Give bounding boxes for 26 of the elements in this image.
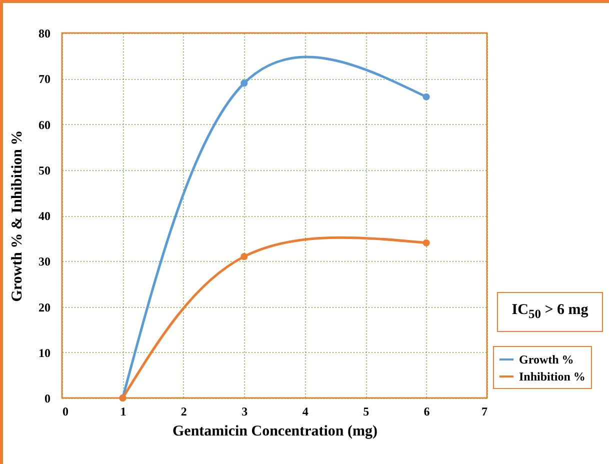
text: IC$_{50}$ > 6 mg xyxy=(512,302,588,322)
y-tick-label: 80 xyxy=(38,26,50,40)
x-tick-label: 0 xyxy=(62,404,68,418)
y-tick-label: 30 xyxy=(38,254,50,269)
legend-label: Inhibition % xyxy=(519,370,586,384)
x-tick-label: 5 xyxy=(363,404,370,418)
x-tick-label: 6 xyxy=(424,404,430,418)
y-tick-label: 60 xyxy=(38,118,50,132)
y-tick-label: 0 xyxy=(44,392,50,406)
y-axis-title: Growth % & Inhibition % xyxy=(10,130,26,302)
point xyxy=(240,253,248,260)
y-tick-label: 20 xyxy=(38,300,50,314)
x-tick-label: 7 xyxy=(482,404,488,418)
x-tick-label: 2 xyxy=(180,404,187,418)
legend-label: Growth % xyxy=(519,352,574,366)
y-tick-label: 50 xyxy=(38,163,50,178)
x-tick-label: 3 xyxy=(242,404,248,418)
y-tick-label: 70 xyxy=(38,72,50,86)
x-tick-label: 1 xyxy=(120,404,126,418)
y-tick-label: 10 xyxy=(38,346,50,360)
point xyxy=(240,80,248,87)
point xyxy=(422,239,430,246)
point xyxy=(422,93,430,100)
x-tick-label: 4 xyxy=(302,404,308,418)
x-axis-title: Gentamicin Concentration (mg) xyxy=(172,424,378,440)
y-tick-label: 40 xyxy=(38,209,50,223)
